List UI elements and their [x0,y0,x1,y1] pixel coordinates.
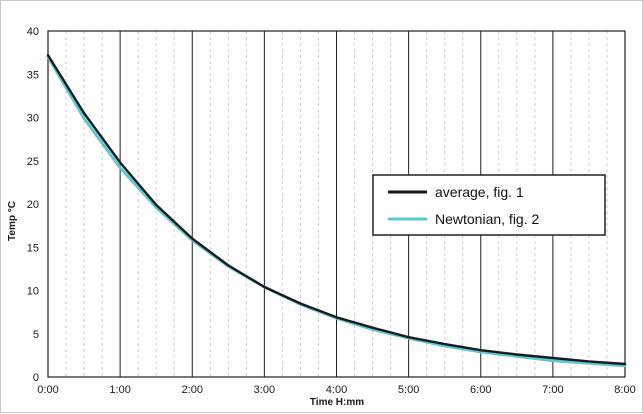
y-tick-label: 35 [27,69,39,81]
x-axis-title: Time H:mm [310,397,364,408]
plot-area-border [47,30,626,378]
x-tick-label: 6:00 [470,384,491,396]
tick-labels: 0:00 1:00 2:00 3:00 4:00 5:00 6:00 7:00 8:00 0 5 10… [27,26,636,396]
x-tick-label: 5:00 [398,384,419,396]
y-tick-label: 25 [27,156,39,168]
y-tick-label: 40 [27,26,39,38]
series-lines [46,54,627,368]
legend-label-newtonian: Newtonian, fig. 2 [435,211,539,227]
y-tick-label: 10 [27,286,39,298]
y-tick-label: 0 [33,372,39,384]
y-tick-label: 30 [27,113,39,125]
x-tick-label: 2:00 [182,384,203,396]
x-tick-label: 8:00 [614,384,635,396]
x-tick-label: 0:00 [37,384,58,396]
series-average-line [46,54,627,366]
x-tick-label: 1:00 [109,384,130,396]
x-tick-label: 7:00 [542,384,563,396]
y-tick-label: 15 [27,242,39,254]
y-tick-label: 5 [33,329,39,341]
legend-label-average: average, fig. 1 [435,184,524,200]
legend: average, fig. 1 Newtonian, fig. 2 [372,174,606,236]
legend-box [372,174,606,236]
y-axis-title: Temp °C [7,201,18,241]
y-tick-label: 20 [27,199,39,211]
x-tick-label: 3:00 [254,384,275,396]
x-tick-label: 4:00 [326,384,347,396]
